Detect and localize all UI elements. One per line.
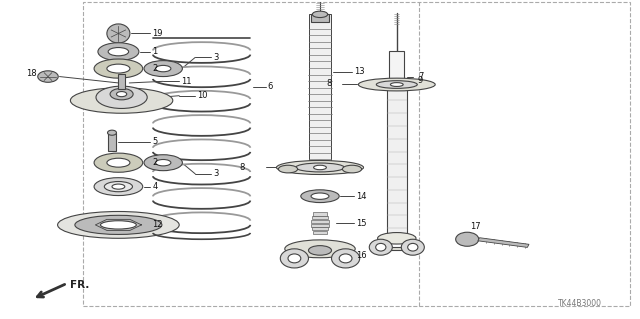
- Text: 6: 6: [268, 82, 273, 92]
- Bar: [108, 133, 116, 151]
- Text: 2: 2: [152, 64, 157, 73]
- Ellipse shape: [96, 86, 147, 108]
- Ellipse shape: [285, 240, 355, 258]
- Ellipse shape: [278, 165, 298, 173]
- Ellipse shape: [94, 178, 143, 196]
- Ellipse shape: [308, 246, 332, 255]
- Text: 7: 7: [418, 72, 423, 81]
- Bar: [311, 224, 329, 227]
- Ellipse shape: [312, 11, 328, 18]
- Ellipse shape: [94, 59, 143, 78]
- Ellipse shape: [94, 153, 143, 172]
- Text: 5: 5: [152, 137, 157, 146]
- Ellipse shape: [369, 239, 392, 255]
- Text: 8: 8: [326, 79, 332, 88]
- Ellipse shape: [314, 165, 326, 170]
- Ellipse shape: [376, 81, 417, 88]
- Bar: [313, 231, 327, 234]
- Ellipse shape: [108, 130, 116, 135]
- Bar: [312, 216, 328, 219]
- Ellipse shape: [332, 249, 360, 268]
- Ellipse shape: [144, 155, 182, 171]
- Text: 4: 4: [152, 182, 157, 191]
- Text: 2: 2: [152, 158, 157, 167]
- Text: 3: 3: [213, 169, 218, 178]
- Ellipse shape: [107, 24, 130, 43]
- Ellipse shape: [376, 243, 386, 251]
- Text: 17: 17: [470, 222, 481, 231]
- Ellipse shape: [339, 254, 352, 263]
- Text: FR.: FR.: [70, 279, 90, 290]
- Text: 9: 9: [418, 76, 423, 85]
- Ellipse shape: [156, 65, 171, 72]
- Ellipse shape: [378, 233, 416, 244]
- Text: 14: 14: [356, 192, 366, 201]
- Bar: [389, 51, 404, 83]
- Text: 3: 3: [213, 53, 218, 62]
- Ellipse shape: [296, 163, 344, 172]
- Ellipse shape: [288, 254, 301, 263]
- Ellipse shape: [311, 193, 329, 199]
- Ellipse shape: [104, 182, 132, 192]
- Text: 1: 1: [152, 47, 157, 56]
- Ellipse shape: [70, 88, 173, 113]
- Text: 13: 13: [354, 67, 365, 76]
- Text: 16: 16: [356, 251, 367, 260]
- Text: 11: 11: [181, 77, 191, 86]
- Ellipse shape: [98, 43, 139, 61]
- Ellipse shape: [112, 184, 125, 189]
- Text: TK44B3000: TK44B3000: [557, 299, 602, 308]
- Ellipse shape: [342, 165, 362, 173]
- Ellipse shape: [107, 158, 130, 167]
- Ellipse shape: [144, 61, 182, 77]
- Ellipse shape: [408, 243, 418, 251]
- Text: 18: 18: [26, 69, 36, 78]
- Ellipse shape: [100, 221, 136, 229]
- Ellipse shape: [156, 160, 171, 166]
- Ellipse shape: [280, 249, 308, 268]
- Ellipse shape: [390, 83, 403, 86]
- Text: 8: 8: [239, 163, 244, 172]
- Text: 19: 19: [152, 29, 163, 38]
- Ellipse shape: [116, 92, 127, 97]
- Bar: [83, 2, 630, 306]
- Bar: [311, 220, 329, 223]
- Bar: [312, 227, 328, 230]
- Text: 15: 15: [356, 219, 366, 228]
- Ellipse shape: [276, 160, 364, 174]
- Ellipse shape: [38, 71, 58, 82]
- Bar: [381, 247, 413, 250]
- Text: 12: 12: [152, 220, 163, 229]
- Bar: [118, 74, 125, 88]
- Ellipse shape: [301, 190, 339, 203]
- Ellipse shape: [75, 215, 162, 234]
- Ellipse shape: [107, 64, 130, 73]
- Bar: [313, 212, 327, 216]
- Ellipse shape: [110, 88, 133, 100]
- Ellipse shape: [401, 239, 424, 255]
- Text: 10: 10: [197, 91, 207, 100]
- Bar: [311, 14, 329, 22]
- Ellipse shape: [108, 48, 129, 56]
- Bar: [387, 88, 407, 241]
- Ellipse shape: [58, 211, 179, 238]
- Bar: [309, 14, 331, 166]
- FancyArrow shape: [478, 238, 529, 248]
- Ellipse shape: [358, 78, 435, 91]
- Ellipse shape: [456, 232, 479, 246]
